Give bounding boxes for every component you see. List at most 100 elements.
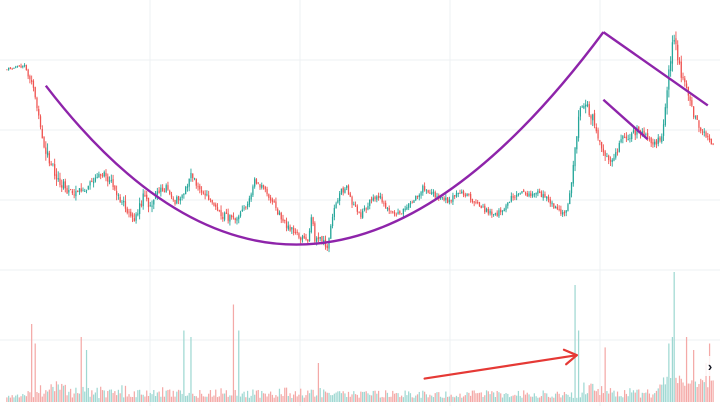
volume-bar (376, 393, 378, 402)
volume-bar (199, 390, 201, 402)
candle-body (43, 136, 45, 148)
volume-bar (110, 389, 112, 402)
volume-bar (593, 390, 596, 402)
volume-bar (144, 396, 146, 402)
volume-bar (18, 397, 20, 402)
volume-bar (521, 397, 523, 402)
candle-body (317, 237, 320, 240)
candle-body (305, 237, 307, 240)
candle-body (349, 193, 351, 197)
candle-body (57, 178, 59, 180)
volume-bar (632, 390, 635, 402)
candle-body (638, 127, 640, 131)
volume-bar (312, 389, 314, 402)
candle-body (38, 109, 40, 116)
candle-body (487, 208, 489, 214)
candle-body (574, 147, 576, 167)
volume-bar (38, 393, 40, 402)
candle-body (29, 76, 31, 80)
volume-bar (293, 394, 295, 402)
volume-bar (57, 384, 59, 402)
candle-body (337, 200, 339, 203)
candle-body (572, 164, 574, 184)
volume-bar (461, 397, 463, 402)
candle-body (41, 128, 43, 139)
volume-bar (631, 392, 633, 402)
volume-bar (422, 390, 424, 402)
candle-body (455, 193, 458, 197)
candle-body (200, 190, 203, 193)
candle-body (147, 197, 150, 208)
candle-body (170, 194, 173, 198)
volume-trend-arrow (423, 354, 578, 380)
candle-body (693, 106, 695, 118)
candle-body (432, 191, 435, 194)
volume-bar (91, 390, 93, 402)
volume-bar (431, 395, 433, 402)
volume-bar (20, 396, 22, 402)
candle-body (491, 211, 493, 215)
volume-bar (186, 395, 189, 402)
candle-body (177, 196, 180, 201)
volume-bar (530, 396, 532, 402)
candle-body (289, 226, 291, 231)
candle-body (312, 217, 314, 225)
volume-bar (231, 395, 233, 402)
candle-body (595, 127, 597, 132)
candle-body (298, 233, 300, 238)
candle-body (16, 65, 19, 67)
volume-bar (303, 397, 305, 402)
volume-bar (546, 393, 548, 402)
volume-bar (608, 393, 610, 402)
candle-body (666, 90, 668, 109)
volume-bar (415, 395, 417, 402)
candle-body (526, 193, 528, 197)
candle-body (347, 185, 350, 195)
scroll-to-latest-button[interactable]: › (702, 356, 718, 376)
volume-bar (383, 397, 385, 402)
volume-bar (484, 395, 486, 402)
candle-body (135, 214, 137, 221)
volume-bar (154, 396, 157, 402)
volume-bar (220, 388, 222, 402)
candle-body (632, 130, 635, 133)
candle-body (11, 68, 13, 70)
volume-bar (489, 394, 491, 402)
volume-bar (385, 390, 387, 402)
candle-body (655, 140, 658, 145)
candle-body (119, 196, 121, 202)
candle-body (31, 79, 33, 82)
candle-body (54, 164, 56, 176)
candle-body (231, 215, 233, 218)
volume-bar (570, 392, 573, 402)
candle-body (698, 120, 700, 128)
volume-bar (340, 393, 343, 402)
volume-bar (225, 390, 227, 402)
candle-body (420, 192, 422, 196)
volume-bar (533, 393, 535, 402)
volume-bar (185, 395, 187, 402)
volume-bar (362, 391, 364, 402)
volume-bar (438, 392, 440, 402)
handle-lower-trendline (602, 98, 649, 141)
candle-body (278, 212, 281, 215)
candle-body (362, 210, 364, 218)
candle-body (677, 44, 679, 61)
candle-body (385, 202, 387, 209)
candle-body (32, 81, 35, 88)
candle-body (204, 193, 206, 196)
candle-body (705, 132, 707, 137)
volume-bar (641, 392, 643, 402)
candle-body (123, 200, 125, 203)
candle-body (392, 211, 394, 213)
volume-bar (367, 393, 369, 402)
candle-body (268, 194, 270, 198)
volume-bar (55, 381, 58, 402)
candle-body (565, 210, 567, 213)
volume-bar (363, 391, 366, 402)
volume-bar (549, 397, 551, 402)
volume-bar (121, 385, 123, 402)
volume-bar (425, 394, 427, 402)
volume-bar (470, 395, 472, 402)
volume-bar (305, 395, 307, 402)
